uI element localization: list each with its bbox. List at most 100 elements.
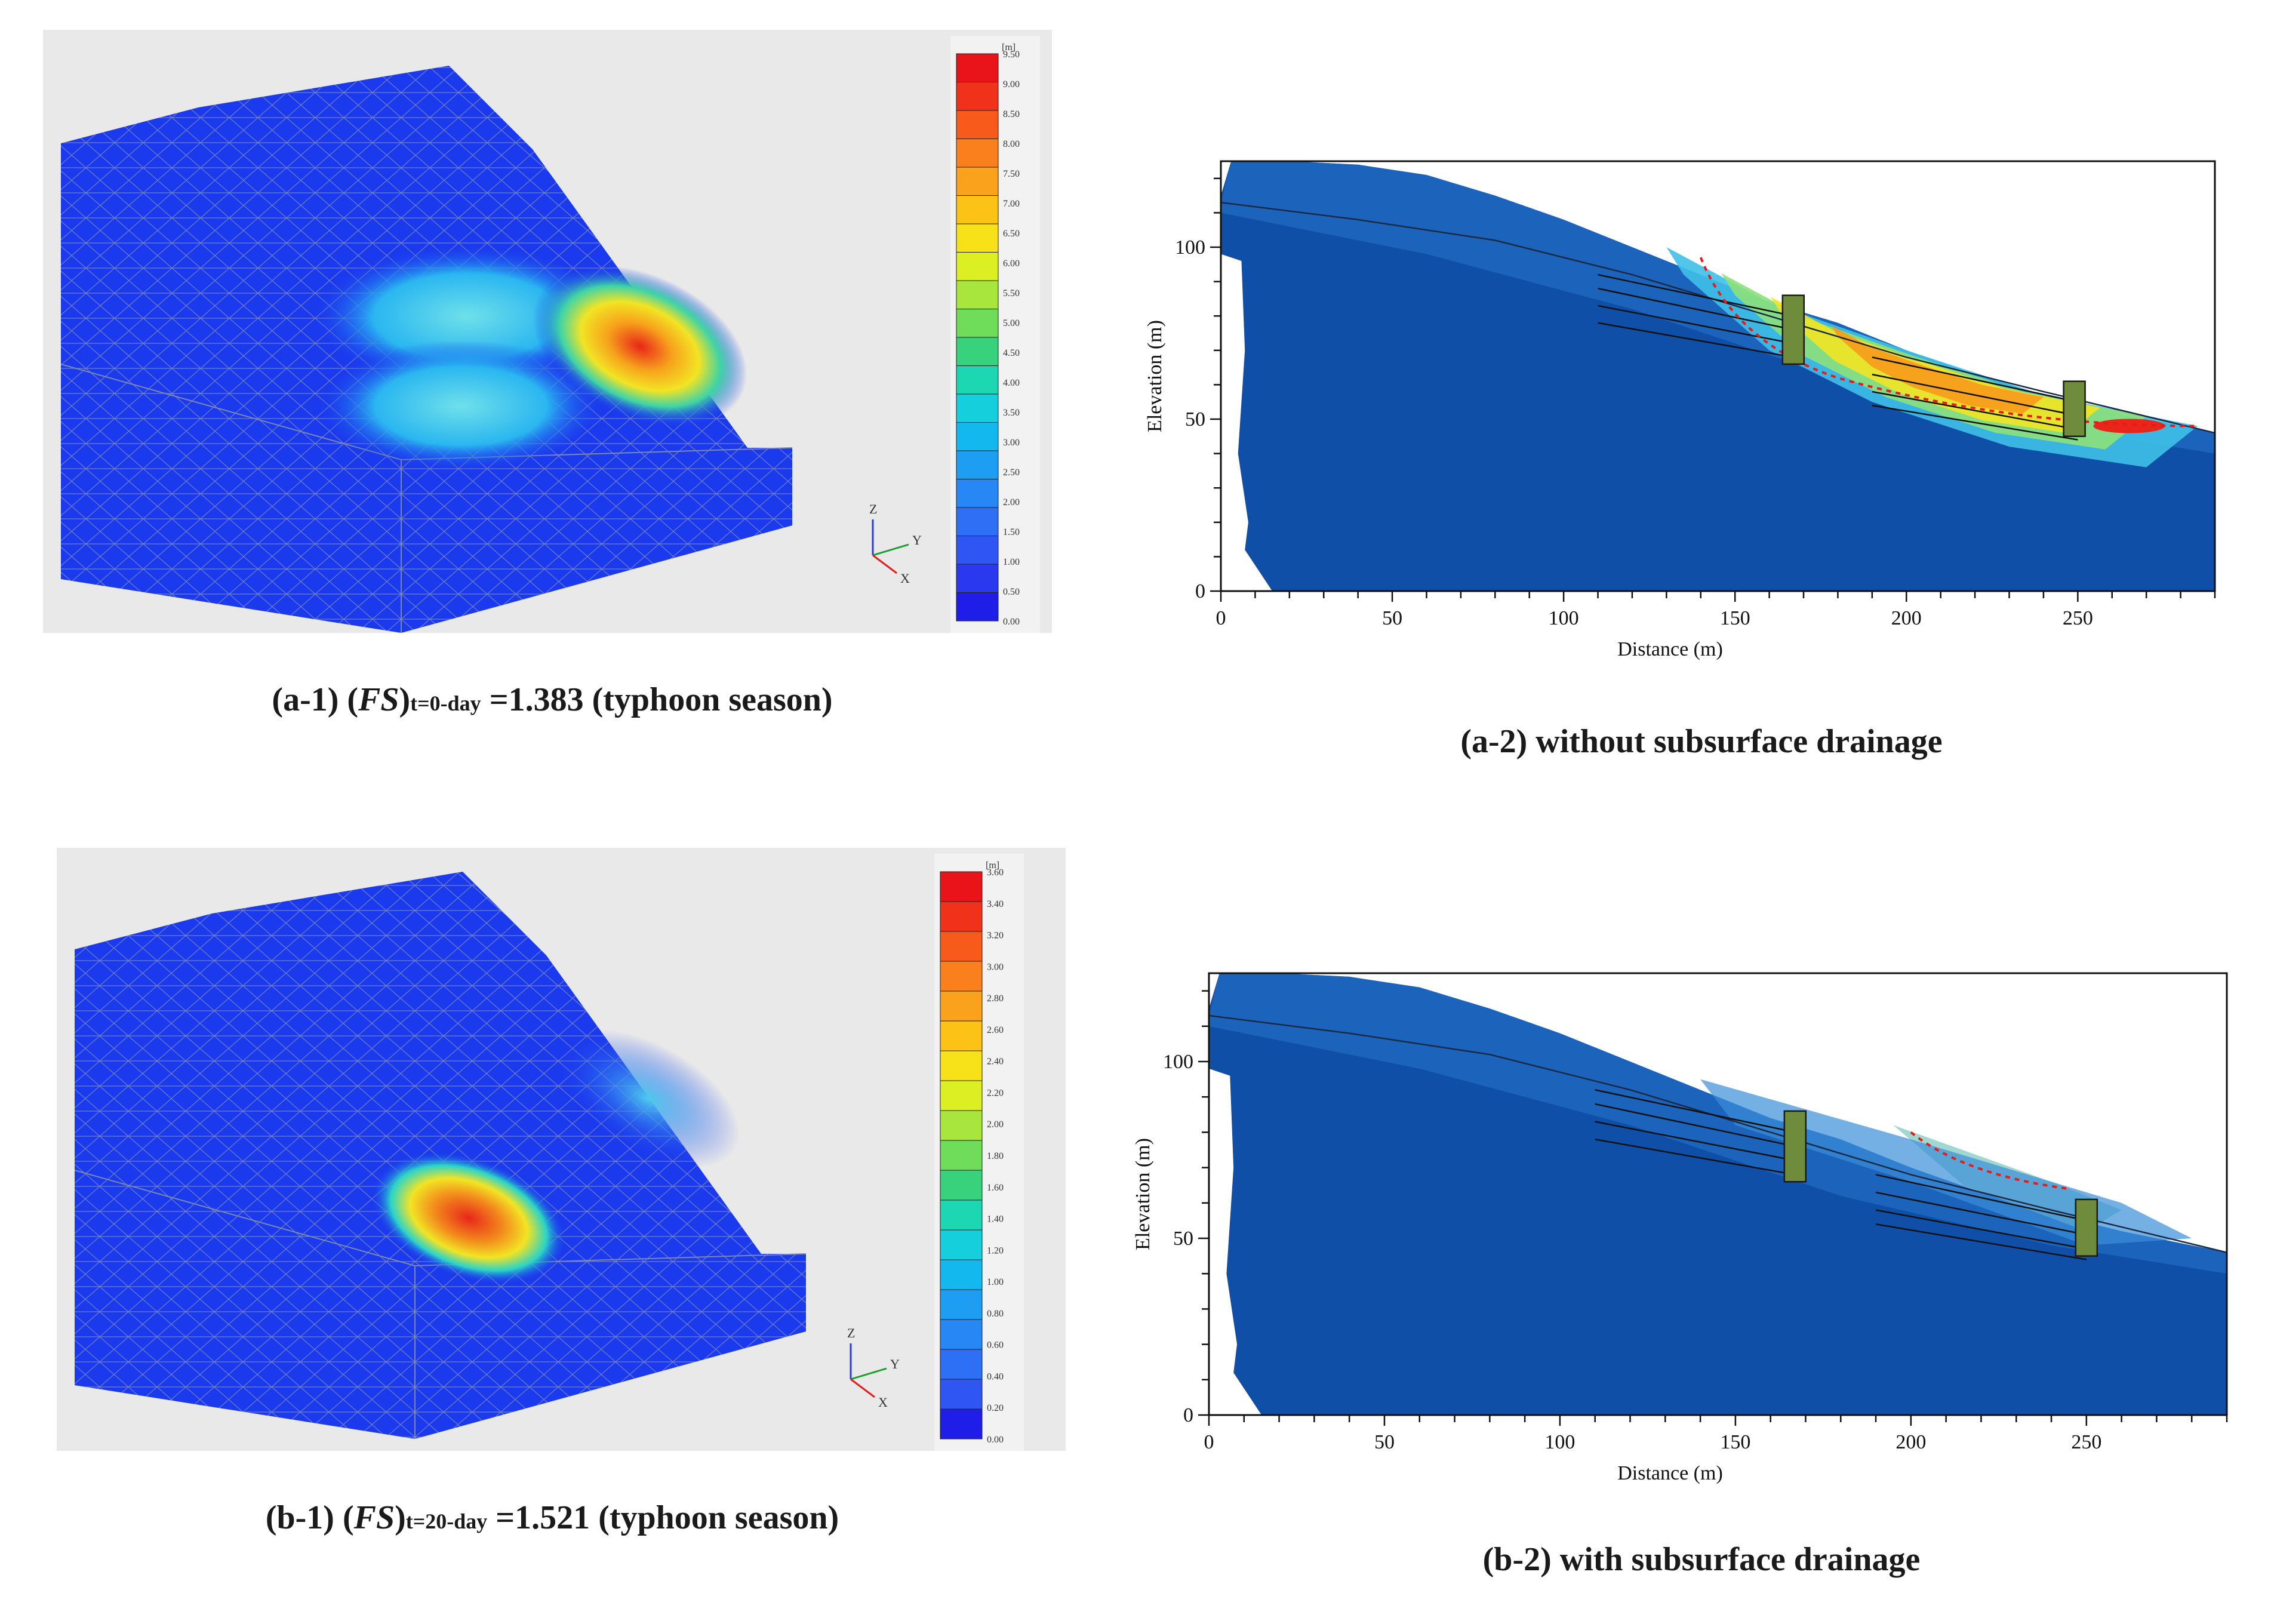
legend-tick-label: 0.00	[987, 1435, 1004, 1445]
legend-swatch	[956, 82, 999, 111]
legend-tick-label: 0.20	[987, 1403, 1004, 1413]
legend-swatch	[940, 1229, 983, 1260]
legend-swatch	[956, 195, 999, 224]
horizontal-drain	[1598, 304, 1794, 345]
legend-swatch	[956, 536, 999, 565]
panel-b2: 0 50 100 150 200 250 0 50 100 Distance (m) Elevati…	[1110, 961, 2245, 1505]
panel-b1: Z Y X [m] 3.60 3.40 3.20 3.00 2.80 2.60 2.40 2.2…	[57, 848, 1066, 1457]
legend-tick-label: 9.50	[1003, 50, 1020, 60]
drainage-well	[2075, 1198, 2098, 1257]
legend-swatch	[940, 1259, 983, 1290]
legend-tick-label: 0.00	[1003, 617, 1020, 627]
y-tick-label: 100	[1163, 1051, 1193, 1073]
legend-swatch	[940, 991, 983, 1022]
axis-x-label: X	[878, 1395, 888, 1410]
legend-swatch	[940, 1379, 983, 1410]
legend-swatch	[956, 592, 999, 622]
y-axis-label: Elevation (m)	[1132, 1138, 1154, 1250]
axis-x-label: X	[900, 571, 910, 586]
horizontal-drain	[1598, 322, 1794, 358]
x-tick-label: 150	[1720, 607, 1750, 629]
hot-zone	[371, 1152, 567, 1284]
y-tick-label: 50	[1185, 408, 1205, 430]
caption-a1-time: t=0-day	[410, 691, 481, 715]
axis-triad: Z Y X	[847, 1325, 900, 1410]
mesh-3d-view-a1: Z Y X [m]9.50 9.00 8.50 8.00 7.50 7.00 6.50 6.0…	[43, 30, 1052, 639]
legend-tick-label: 4.50	[1003, 348, 1020, 358]
x-tick-label: 0	[1216, 607, 1226, 629]
legend-swatch	[956, 564, 999, 593]
axis-y-label: Y	[912, 533, 922, 548]
legend-swatch	[956, 110, 999, 139]
legend-tick-label: 3.00	[987, 962, 1004, 972]
horizontal-drain	[1872, 373, 2078, 417]
caption-b1: (b-1) (FS)t=20-day =1.521 (typhoon seaso…	[265, 1499, 839, 1536]
x-tick-label: 50	[1374, 1431, 1395, 1453]
legend-tick-label: 1.00	[987, 1277, 1004, 1287]
horizontal-drain	[1595, 1121, 1796, 1161]
caption-b2: (b-2) with subsurface drainage	[1482, 1541, 1921, 1578]
legend-swatch	[956, 280, 999, 309]
cross-section-chart-a2: 0 50 100 150 200 250 0 50 100 Distance (m) Elevati…	[1144, 160, 2216, 660]
legend-swatch	[956, 139, 999, 168]
legend-swatch	[940, 961, 983, 992]
plot-frame	[1220, 160, 2216, 592]
horizontal-drain	[1875, 1223, 2087, 1260]
soil-body	[1221, 161, 2215, 591]
legend-tick-label: 2.80	[987, 994, 1004, 1004]
legend-swatch	[940, 1408, 983, 1440]
legend-unit: [m]	[986, 860, 999, 871]
legend-tick-label: 1.60	[987, 1183, 1004, 1193]
caption-a1: (a-1) (FS)t=0-day =1.383 (typhoon season…	[272, 681, 833, 718]
caption-a1-label: a-1	[283, 681, 328, 718]
plot-frame	[1208, 972, 2228, 1416]
color-legend-b1: [m]3.60 3.40 3.20 3.00 2.80 2.60 2.40 2.20 2.00 1…	[934, 854, 1024, 1457]
legend-swatch	[956, 53, 999, 82]
legend-tick-label: 1.50	[1003, 527, 1020, 537]
caption-b2-label: b-2	[1494, 1541, 1541, 1578]
legend-tick-label: 1.80	[987, 1151, 1004, 1161]
drainage-well	[2063, 380, 2086, 438]
legend-tick-label: 4.00	[1003, 378, 1020, 388]
legend-tick-label: 1.00	[1003, 557, 1020, 567]
x-tick-label: 200	[1891, 607, 1922, 629]
legend-swatch	[956, 479, 999, 508]
contour-band-outer	[1700, 1079, 2192, 1245]
y-axis-label: Elevation (m)	[1144, 320, 1166, 432]
caption-a2-text: without subsurface drainage	[1535, 723, 1943, 760]
legend-tick-label: 7.00	[1003, 199, 1020, 209]
legend-swatch	[956, 252, 999, 281]
legend-swatch	[956, 167, 999, 196]
x-tick-label: 200	[1895, 1431, 1926, 1453]
y-tick-label: 50	[1173, 1228, 1193, 1250]
contour-band-3	[1830, 325, 2044, 414]
caption-b1-fs: FS	[353, 1499, 395, 1536]
legend-swatch	[940, 1140, 983, 1171]
caption-a1-fs: FS	[358, 681, 399, 718]
axis-y-label: Y	[890, 1357, 900, 1371]
legend-swatch	[940, 901, 983, 932]
soil-body	[1209, 973, 2227, 1415]
horizontal-drain	[1875, 1174, 2087, 1222]
legend-tick-label: 3.50	[1003, 408, 1020, 418]
legend-swatch	[956, 309, 999, 338]
legend-swatch	[940, 1319, 983, 1350]
legend-tick-label: 1.20	[987, 1245, 1004, 1256]
horizontal-drain	[1595, 1103, 1796, 1148]
x-tick-label: 150	[1720, 1431, 1750, 1453]
legend-unit: [m]	[1002, 42, 1016, 53]
axis-triad: Z Y X	[869, 502, 922, 586]
legend-tick-label: 5.50	[1003, 288, 1020, 299]
cyan-zone	[556, 1029, 740, 1168]
horizontal-drain	[1598, 273, 1794, 317]
legend-tick-label: 2.50	[1003, 467, 1020, 478]
horizontal-drain	[1598, 287, 1794, 331]
horizontal-drain	[1595, 1089, 1796, 1133]
x-tick-label: 100	[1544, 1431, 1575, 1453]
caption-b2-text: with subsurface drainage	[1559, 1541, 1921, 1578]
legend-tick-label: 0.80	[987, 1309, 1004, 1319]
drainage-well	[1781, 294, 1805, 365]
legend-swatch	[940, 871, 983, 902]
axis-z-label: Z	[869, 502, 877, 516]
cyan-zone-lower	[318, 340, 604, 472]
